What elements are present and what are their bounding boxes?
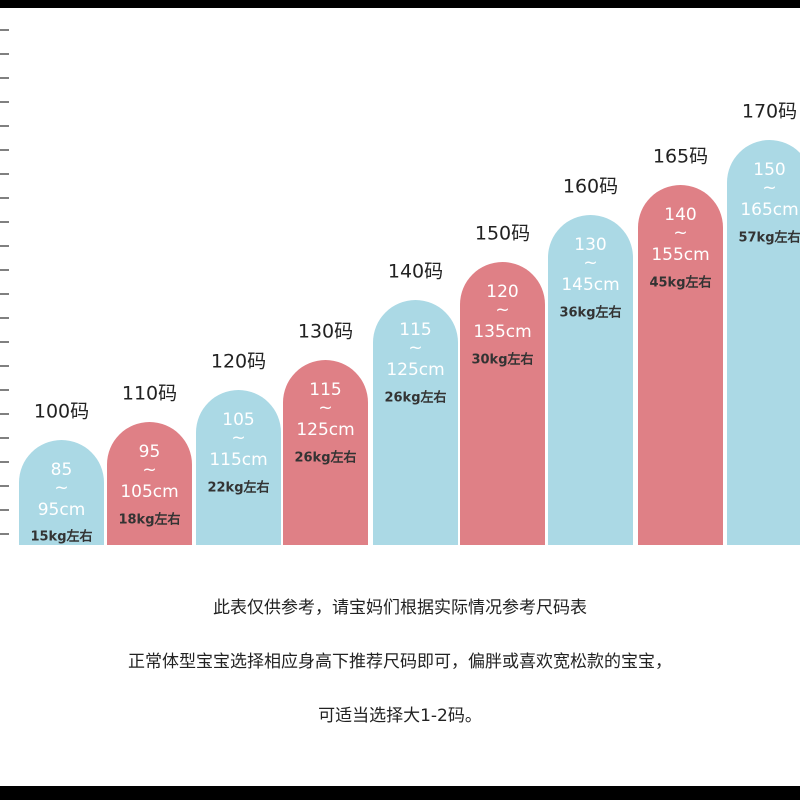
size-label: 110码 [122,383,177,405]
weight: 45kg左右 [649,275,711,291]
height-from: 115 [309,380,341,400]
weight: 22kg左右 [207,480,269,496]
range-separator: ~ [54,478,68,498]
size-bar [373,300,458,545]
height-from: 130 [574,235,606,255]
weight: 57kg左右 [738,230,800,246]
height-from: 115 [399,320,431,340]
height-to: 115cm [209,450,267,470]
bottom-border [0,786,800,800]
weight: 15kg左右 [30,529,92,545]
range-separator: ~ [231,428,245,448]
weight: 26kg左右 [384,390,446,406]
size-label: 160码 [563,176,618,198]
size-bar [107,422,192,545]
range-separator: ~ [408,338,422,358]
range-separator: ~ [762,178,776,198]
height-to: 135cm [473,322,531,342]
size-label: 130码 [298,321,353,343]
weight: 36kg左右 [559,305,621,321]
weight: 26kg左右 [294,450,356,466]
size-label: 120码 [211,351,266,373]
weight: 18kg左右 [118,512,180,528]
height-to: 105cm [120,482,178,502]
height-from: 95 [139,442,161,462]
size-label: 140码 [388,261,443,283]
height-from: 85 [51,460,73,480]
range-separator: ~ [495,300,509,320]
size-bar [548,215,633,545]
size-bar [638,185,723,546]
size-bar [283,360,368,545]
size-label: 150码 [475,223,530,245]
range-separator: ~ [318,398,332,418]
height-to: 145cm [561,275,619,295]
size-bar [727,140,800,545]
range-separator: ~ [673,223,687,243]
height-to: 95cm [38,500,86,520]
range-separator: ~ [142,460,156,480]
size-label: 165码 [653,146,708,168]
ruler [0,29,9,535]
weight: 30kg左右 [471,352,533,368]
bars: 100码85~95cm15kg左右110码95~105cm18kg左右120码1… [19,101,800,546]
height-from: 140 [664,205,696,225]
size-bar [19,440,104,545]
height-from: 120 [486,282,518,302]
height-from: 150 [753,160,785,180]
height-to: 155cm [651,245,709,265]
height-to: 165cm [740,200,798,220]
size-bar [460,262,545,545]
range-separator: ~ [583,253,597,273]
size-label: 100码 [34,401,89,423]
size-bar [196,390,281,545]
height-from: 105 [222,410,254,430]
height-to: 125cm [386,360,444,380]
height-to: 125cm [296,420,354,440]
size-label: 170码 [742,101,797,123]
note: 正常体型宝宝选择相应身高下推荐尺码即可，偏胖或喜欢宽松款的宝宝， [128,652,672,672]
note: 可适当选择大1-2码。 [318,706,482,726]
top-border [0,0,800,8]
note: 此表仅供参考，请宝妈们根据实际情况参考尺码表 [213,598,587,618]
